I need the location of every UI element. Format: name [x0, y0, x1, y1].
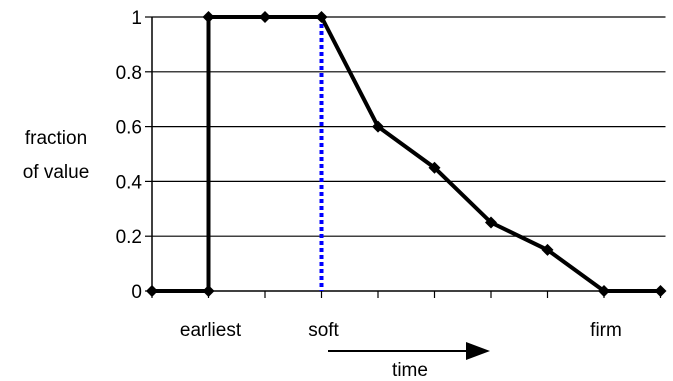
y-tick-label-2: 0.4 — [116, 172, 143, 193]
data-point-6 — [428, 161, 441, 174]
y-axis-title-line-1: of value — [23, 162, 90, 183]
data-point-5 — [372, 120, 384, 133]
data-point-8 — [541, 243, 554, 256]
category-labels: earliest soft firm — [180, 320, 622, 341]
data-point-9 — [598, 285, 610, 297]
y-tick-label-4: 0.8 — [116, 63, 142, 84]
category-label-firm: firm — [590, 320, 622, 341]
y-tick-label-3: 0.6 — [116, 118, 142, 139]
category-label-soft: soft — [308, 320, 339, 341]
y-axis-title: fraction of value — [23, 128, 90, 183]
x-ticks — [151, 291, 662, 298]
y-tick-labels: 0 0.2 0.4 0.6 0.8 1 — [116, 8, 152, 303]
x-axis-title: time — [328, 342, 490, 381]
gridlines — [152, 16, 666, 237]
y-tick-label-1: 0.2 — [116, 227, 142, 248]
x-axis-title-text: time — [392, 360, 428, 381]
series-group — [146, 11, 667, 297]
data-point-7 — [485, 216, 497, 229]
data-point-10 — [654, 285, 667, 297]
y-axis-title-line-0: fraction — [25, 128, 87, 149]
category-label-earliest: earliest — [180, 320, 242, 341]
time-arrow-head — [466, 342, 490, 360]
data-point-1 — [202, 285, 215, 297]
data-point-4 — [315, 11, 328, 23]
series-line-0 — [152, 15, 661, 293]
y-tick-label-0: 0 — [131, 282, 142, 303]
data-point-3 — [259, 11, 271, 23]
axes — [151, 17, 666, 292]
data-point-2 — [202, 11, 215, 23]
data-point-0 — [146, 285, 158, 297]
y-tick-label-5: 1 — [131, 8, 142, 29]
